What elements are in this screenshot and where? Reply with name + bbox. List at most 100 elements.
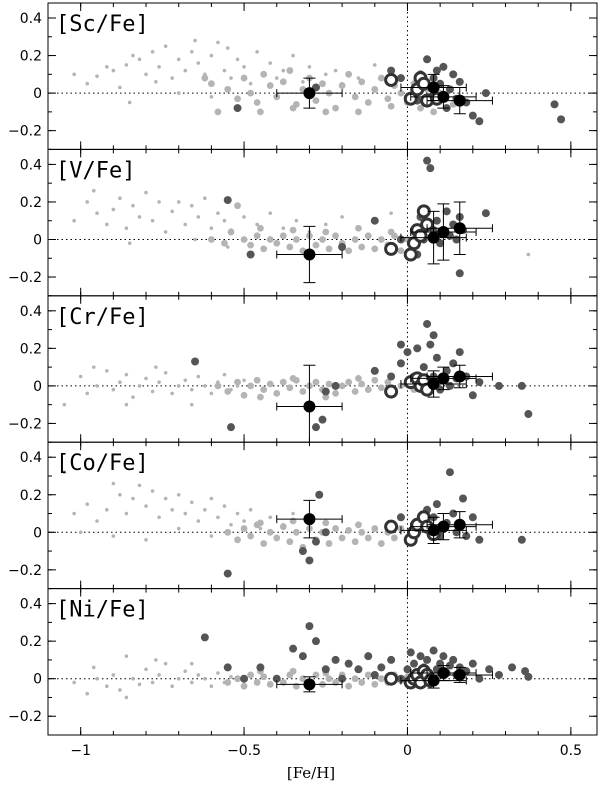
dark-star-point [370,670,379,679]
cluster-mean [400,516,467,545]
field-star-small-point [183,511,188,516]
field-star-small-point [294,218,299,223]
field-star-point [260,540,268,547]
field-star-point [266,82,274,89]
field-star-small-point [216,40,220,45]
open-ring-point [384,384,399,399]
dark-star-point [344,659,353,668]
dark-star-point [256,663,265,672]
dark-star-point [445,85,454,94]
field-star-point [292,528,300,536]
field-star-small-point [118,688,122,692]
field-star-small-point [137,57,142,62]
dark-star-point [468,111,477,120]
field-star-point [286,67,294,74]
field-star-small-point [183,669,188,673]
field-star-point [364,99,372,106]
field-star-point [240,682,248,690]
field-star-small-point [111,534,116,538]
field-star-small-point [157,200,161,204]
field-star-small-point [222,504,227,508]
field-star-small-point [176,200,181,204]
field-star-small-point [163,230,168,234]
field-star-small-point [170,507,174,512]
field-star-point [234,378,241,386]
field-star-small-point [72,72,76,77]
field-star-small-point [203,384,207,388]
field-star-small-point [196,673,201,677]
field-star-small-point [242,519,246,523]
dark-star-point [305,556,314,565]
field-star-point [364,232,372,240]
dark-star-point [396,359,405,368]
open-ring-point [384,519,399,534]
field-star-small-point [85,691,90,696]
dark-star-point [481,209,490,218]
cluster-mean [276,499,343,539]
dark-star-point [508,663,517,672]
dark-star-point [416,652,425,661]
dark-star-point [396,513,405,522]
dark-star-point [311,537,320,546]
field-star-small-point [62,470,67,475]
y-tick-label: −0.2 [8,416,42,432]
field-star-point [351,236,359,243]
field-star-point [247,382,255,390]
field-star-small-point [170,209,174,214]
field-star-point [358,528,366,536]
field-star-small-point [209,496,214,501]
field-star-small-point [124,402,129,407]
dark-star-point [468,659,477,668]
field-star-point [351,93,359,101]
field-star-point [358,380,366,388]
field-star-point [273,534,281,542]
field-star-point [355,374,362,382]
field-star-small-point [144,190,148,195]
panel-label: [Cr/Fe] [56,305,149,330]
field-star-small-point [72,218,76,223]
cluster-mean-point [427,378,440,391]
field-star-small-point [124,695,129,700]
dark-star-point [449,359,458,368]
field-star-point [292,682,300,690]
cluster-mean [400,370,467,398]
field-star-small-point [163,661,168,666]
field-star-small-point [95,211,99,216]
y-tick-label: 0 [33,672,42,688]
field-star-small-point [255,50,259,54]
field-star-small-point [216,515,220,520]
field-star-point [338,534,346,542]
y-tick-label: 0 [33,86,42,102]
field-star-small-point [157,673,161,677]
field-star-small-point [340,215,344,219]
field-star-small-point [137,483,142,488]
field-star-small-point [150,389,155,394]
dark-star-point [403,348,412,357]
field-star-small-point [95,74,99,78]
cluster-mean-point [427,81,440,94]
field-star-point [260,386,268,394]
dark-star-point [410,659,418,668]
field-star-small-point [248,81,253,86]
field-star-point [299,388,307,395]
field-star-small-point [196,519,201,523]
field-star-point [289,374,297,382]
dark-star-point [468,513,477,522]
open-ring-point [413,228,428,243]
field-star-small-point [189,661,194,666]
open-ring-point [384,72,399,87]
dark-star-point [419,363,428,372]
field-star-point [332,679,339,686]
dark-star-point [413,344,422,353]
cluster-mean-point [453,222,466,235]
field-star-small-point [163,496,168,501]
field-star-point [351,538,359,546]
field-star-small-point [124,226,129,231]
dark-star-point [475,117,484,126]
dark-star-point [396,74,405,83]
field-star-small-point [209,391,214,396]
field-star-small-point [307,65,312,69]
field-star-small-point [216,211,220,216]
dark-star-point [468,391,477,400]
